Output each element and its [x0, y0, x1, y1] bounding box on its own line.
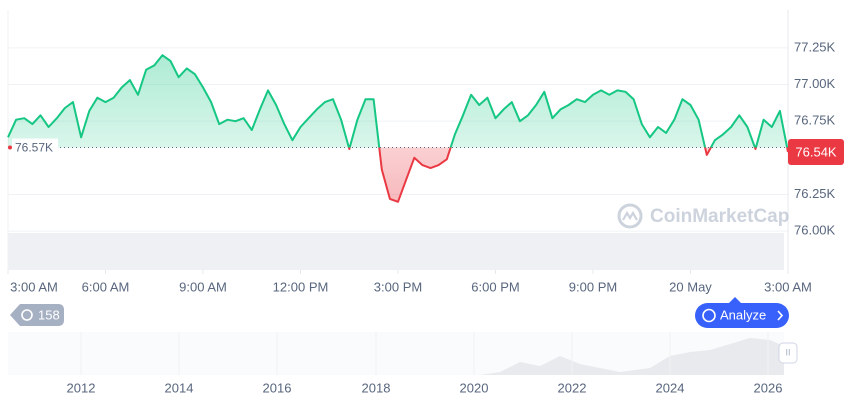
watermark-text: CoinMarketCap	[650, 206, 789, 227]
x-tick-label: 3:00 AM	[10, 279, 58, 294]
x-tick-label: 9:00 PM	[569, 279, 617, 294]
navigator-year: 2020	[460, 380, 489, 395]
x-tick-label: 12:00 PM	[273, 279, 329, 294]
button-text: Analyze	[720, 307, 766, 322]
badge-text: 158	[38, 307, 60, 322]
navigator-year: 2016	[263, 380, 292, 395]
area-up	[8, 55, 788, 148]
navigator-year: 2018	[362, 380, 391, 395]
price-label: 76.54K	[795, 144, 837, 159]
x-tick-label: 3:00 AM	[764, 279, 812, 294]
y-tick-label: 77.25K	[794, 39, 836, 54]
y-tick-label: 76.00K	[794, 223, 836, 238]
navigator-year: 2012	[67, 380, 96, 395]
navigator-handle[interactable]: II	[785, 347, 790, 357]
watermark: CoinMarketCap	[617, 203, 789, 229]
x-tick-label: 6:00 PM	[471, 279, 519, 294]
x-tick-label: 6:00 AM	[82, 279, 130, 294]
price-tag	[788, 138, 844, 165]
x-tick-label: 9:00 AM	[179, 279, 227, 294]
navigator-year: 2014	[165, 380, 194, 395]
volume-area	[8, 233, 784, 270]
baseline-label: 76.57K	[15, 141, 53, 155]
badge[interactable]: 158	[10, 304, 64, 326]
baseline-dot	[8, 145, 12, 150]
navigator: II	[8, 332, 798, 375]
area-down	[348, 147, 788, 202]
navigator-year: 2022	[558, 380, 587, 395]
navigator-year: 2026	[754, 380, 783, 395]
analyze-button[interactable]: Analyze	[695, 297, 789, 328]
x-tick-label: 3:00 PM	[374, 279, 422, 294]
line-up	[7, 54, 789, 148]
x-tick-label: 20 May	[669, 279, 712, 294]
baseline-label-bg	[12, 138, 58, 157]
line-down	[347, 147, 789, 203]
navigator-year: 2024	[656, 380, 685, 395]
y-tick-label: 77.00K	[794, 76, 836, 91]
y-tick-label: 76.75K	[794, 113, 836, 128]
y-tick-label: 76.25K	[794, 186, 836, 201]
